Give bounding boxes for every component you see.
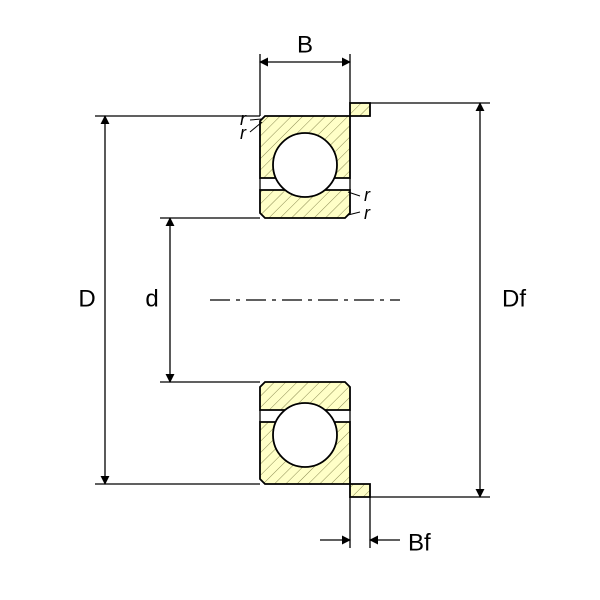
label-r-outer-top2: r [240, 123, 247, 143]
label-Bf: Bf [408, 529, 431, 556]
label-d: d [145, 285, 158, 312]
label-D: D [78, 285, 95, 312]
label-Df: Df [502, 285, 526, 312]
bearing-cross-section-diagram: DdDfBBfrrrr [0, 0, 600, 600]
label-r-inner-top2: r [364, 203, 371, 223]
label-r-inner-top: r [364, 185, 371, 205]
label-B: B [297, 31, 313, 58]
